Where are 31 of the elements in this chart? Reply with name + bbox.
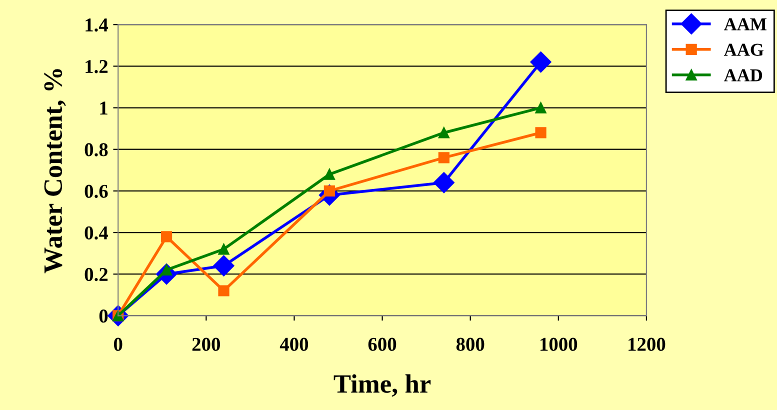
y-tick-label: 0 [99, 310, 108, 323]
y-axis-title: Water Content, % [44, 69, 66, 274]
point [213, 255, 234, 276]
legend-label: AAG [724, 44, 764, 56]
x-tick-label: 1000 [540, 338, 578, 351]
x-tick-label: 200 [192, 338, 220, 351]
point [438, 127, 450, 138]
point [535, 102, 546, 114]
point [535, 127, 546, 138]
y-tick-label: 1 [100, 102, 108, 115]
y-tick-label: 0.4 [84, 226, 108, 240]
x-tick-label: 1200 [628, 338, 666, 351]
point [218, 285, 230, 296]
x-tick-label: 400 [280, 338, 308, 351]
x-tick-label: 600 [368, 338, 396, 351]
y-tick-label: 0.2 [84, 268, 108, 282]
point [160, 231, 172, 242]
y-tick-label: 1.4 [86, 18, 108, 32]
x-tick-label: 800 [456, 338, 484, 351]
y-tick-label: 0.6 [84, 184, 108, 198]
point [324, 168, 336, 180]
legend-label: AAM [724, 18, 766, 30]
point [438, 152, 450, 164]
x-tick-label: 0 [114, 338, 122, 351]
point [530, 52, 552, 73]
point [433, 172, 454, 194]
y-tick-label: 0.8 [84, 143, 108, 156]
legend-label: AAD [724, 69, 762, 82]
x-axis-title: Time, hr [334, 374, 431, 397]
point [218, 244, 230, 255]
y-tick-label: 1.2 [86, 60, 108, 74]
